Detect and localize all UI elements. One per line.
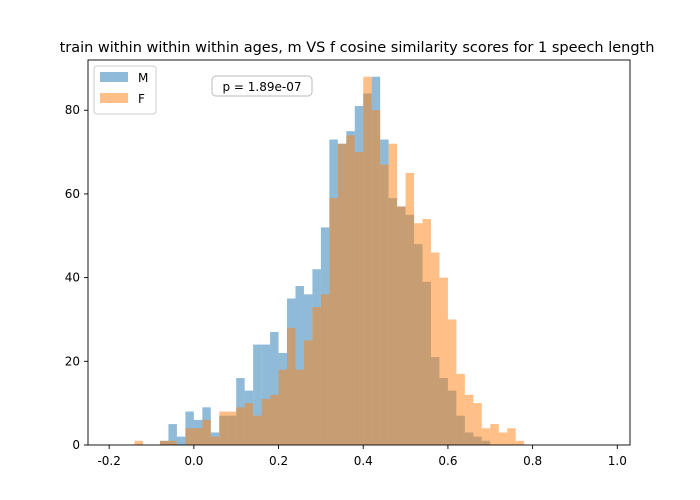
x-tick-label-0: -0.2 [97,454,120,468]
legend-label-f: F [138,92,145,106]
annotation-text: p = 1.89e-07 [222,80,301,94]
bar-m-12 [261,344,271,445]
bar-f-9 [210,436,220,445]
bar-f-4 [168,440,177,445]
bar-f-32 [405,172,415,445]
bar-f-30 [388,143,398,445]
bar-f-13 [244,403,254,445]
bar-f-23 [329,198,338,445]
bar-m-13 [270,332,279,445]
bar-f-14 [253,415,262,445]
x-tick-label-1: 0.0 [184,454,203,468]
bar-f-38 [456,373,465,445]
bar-f-11 [227,411,237,445]
y-tick-label-3: 60 [65,187,80,201]
bar-f-35 [430,252,440,445]
chart-title: train within within within ages, m VS f … [60,40,655,56]
bar-m-2 [176,436,186,445]
bar-f-3 [159,440,169,445]
bars-layer [134,76,525,446]
bar-f-24 [337,143,347,445]
legend-label-m: M [138,71,148,85]
y-tick-label-0: 0 [72,438,80,452]
legend-swatch-m [100,72,128,82]
bar-f-26 [354,152,364,445]
bar-f-40 [473,403,482,445]
y-axis: 0 20 40 60 80 [65,103,88,452]
bar-f-22 [320,294,330,445]
bar-f-8 [202,419,211,445]
plot-frame [87,59,631,446]
bar-f-42 [490,424,499,445]
p-value-annotation: p = 1.89e-07 [211,75,313,97]
bar-f-33 [414,223,423,445]
bar-f-17 [278,369,288,445]
bar-f-31 [397,206,406,445]
annotation-box [211,75,313,97]
bar-f-16 [270,394,279,445]
x-tick-label-4: 0.6 [438,454,457,468]
y-tick-label-1: 20 [65,354,80,368]
x-tick-label-3: 0.4 [354,454,373,468]
bar-f-29 [380,164,389,445]
bar-f-37 [447,319,457,445]
x-axis: -0.2 0.0 0.2 0.4 0.6 0.8 1.0 [97,445,627,468]
y-tick-label-4: 80 [65,103,80,117]
bar-f-20 [303,340,313,445]
legend-swatch-f [100,93,128,103]
bar-f-18 [287,327,296,445]
y-tick-label-2: 40 [65,271,80,285]
bar-f-15 [261,398,271,445]
x-tick-label-5: 0.8 [523,454,542,468]
bar-f-39 [464,394,474,445]
bar-m-16 [295,285,304,445]
bar-f-19 [295,369,304,445]
bar-f-43 [498,432,508,445]
bar-f-12 [236,407,245,445]
legend: M F [93,65,157,115]
bar-m-1 [168,424,177,445]
bar-f-41 [481,428,491,445]
bar-f-0 [134,440,144,445]
bar-f-27 [363,76,372,445]
bar-f-45 [515,440,525,445]
bar-f-21 [312,306,321,445]
bar-f-7 [193,428,203,445]
bar-f-25 [346,135,355,445]
bar-f-34 [422,219,431,445]
bar-f-28 [371,110,381,445]
bar-f-6 [185,428,194,445]
bar-f-10 [219,411,228,445]
bar-f-44 [507,428,516,445]
bar-f-36 [439,277,448,445]
bar-m-11 [253,344,262,445]
x-tick-label-6: 1.0 [608,454,627,468]
x-tick-label-2: 0.2 [269,454,288,468]
